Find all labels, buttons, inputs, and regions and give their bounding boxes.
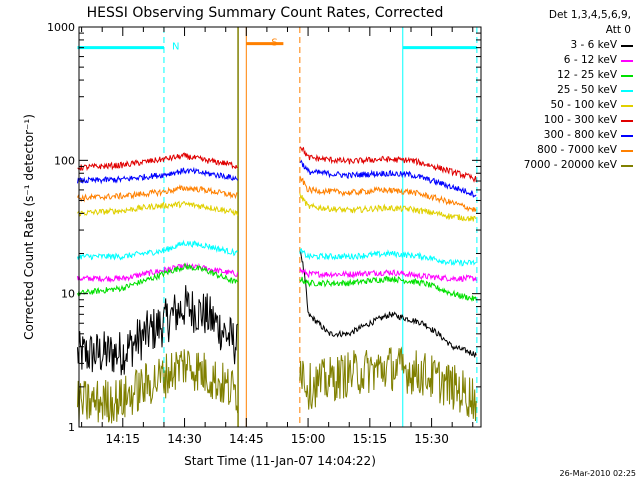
legend-entry-label: 6 - 12 keV [563, 54, 617, 66]
series-line-2-segment-0 [77, 262, 239, 297]
legend-entry: 3 - 6 keV [487, 38, 637, 53]
legend-entry-swatch [621, 119, 633, 122]
series-line-3-segment-0 [77, 239, 238, 261]
legend-header-line-1: Det 1,3,4,5,6,9, [548, 9, 631, 21]
series-line-8-segment-1 [299, 346, 477, 422]
legend: Det 1,3,4,5,6,9, Att 0 3 - 6 keV 6 - 12 k… [487, 8, 637, 173]
y-tick-label: 1 [68, 421, 75, 434]
series-line-8-segment-0 [77, 349, 239, 425]
legend-entry: 6 - 12 keV [487, 53, 637, 68]
legend-entry-label: 3 - 6 keV [570, 39, 617, 51]
legend-entry: 100 - 300 keV [487, 113, 637, 128]
series-line-4-segment-0 [77, 200, 239, 217]
series-line-0-segment-1 [299, 250, 477, 359]
legend-entry-label: 25 - 50 keV [557, 84, 617, 96]
x-tick-label: 14:30 [167, 432, 202, 446]
legend-entry-swatch [621, 134, 633, 137]
y-tick-label: 100 [54, 154, 75, 167]
y-tick-label: 10 [61, 288, 75, 301]
legend-entry: 7000 - 20000 keV [487, 158, 637, 173]
legend-entry: 12 - 25 keV [487, 68, 637, 83]
legend-entry-label: 50 - 100 keV [550, 99, 617, 111]
annotation-label-S: S [271, 38, 277, 49]
series-line-5-segment-1 [299, 146, 477, 183]
legend-entry-swatch [621, 89, 633, 92]
series-line-1-segment-1 [299, 267, 477, 283]
legend-entry-swatch [621, 149, 633, 152]
axes-layer: 1 10 100 1000 14:15 14:30 14:45 15:00 15:15 15:30 [47, 21, 481, 446]
legend-entry-swatch [621, 44, 633, 47]
x-tick-label: 14:45 [229, 432, 264, 446]
legend-entry-label: 7000 - 20000 keV [523, 159, 617, 171]
series-line-4-segment-1 [299, 192, 477, 222]
legend-entry-label: 100 - 300 keV [543, 114, 617, 126]
x-tick-label: 15:30 [414, 432, 449, 446]
series-line-2-segment-1 [299, 275, 477, 302]
series-line-6-segment-1 [299, 159, 477, 198]
legend-entry: 25 - 50 keV [487, 83, 637, 98]
plot-frame [78, 26, 482, 428]
legend-entry-swatch [621, 74, 633, 77]
legend-entry-swatch [621, 59, 633, 62]
legend-entries: 3 - 6 keV 6 - 12 keV 12 - 25 keV 25 - 50 ke… [487, 38, 637, 173]
y-tick-label: 1000 [47, 21, 75, 34]
legend-entry-label: 12 - 25 keV [557, 69, 617, 81]
legend-header-line-2: Att 0 [605, 24, 631, 36]
chart-title: HESSI Observing Summary Count Rates, Cor… [87, 5, 444, 21]
legend-entry: 50 - 100 keV [487, 98, 637, 113]
x-tick-label: 14:15 [105, 432, 140, 446]
series-line-7-segment-1 [299, 175, 477, 213]
series-line-0-segment-0 [77, 285, 238, 376]
series-layer [77, 146, 477, 425]
legend-entry-label: 800 - 7000 keV [537, 144, 617, 156]
legend-entry-swatch [621, 104, 633, 107]
legend-entry: 300 - 800 keV [487, 128, 637, 143]
x-axis-label: Start Time (11-Jan-07 14:04:22) [184, 454, 376, 468]
series-line-5-segment-0 [77, 152, 238, 172]
x-tick-label: 15:00 [291, 432, 326, 446]
legend-entry-label: 300 - 800 keV [543, 129, 617, 141]
y-axis-label: Corrected Count Rate (s⁻¹ detector⁻¹) [22, 114, 36, 340]
legend-entry-swatch [621, 164, 633, 167]
footer-timestamp: 26-Mar-2010 02:25 [559, 469, 637, 478]
annotation-label-N: N [172, 42, 179, 53]
series-line-3-segment-1 [299, 247, 477, 267]
series-line-7-segment-0 [77, 184, 238, 203]
legend-entry: 800 - 7000 keV [487, 143, 637, 158]
series-line-6-segment-0 [77, 166, 239, 185]
x-tick-label: 15:15 [353, 432, 388, 446]
